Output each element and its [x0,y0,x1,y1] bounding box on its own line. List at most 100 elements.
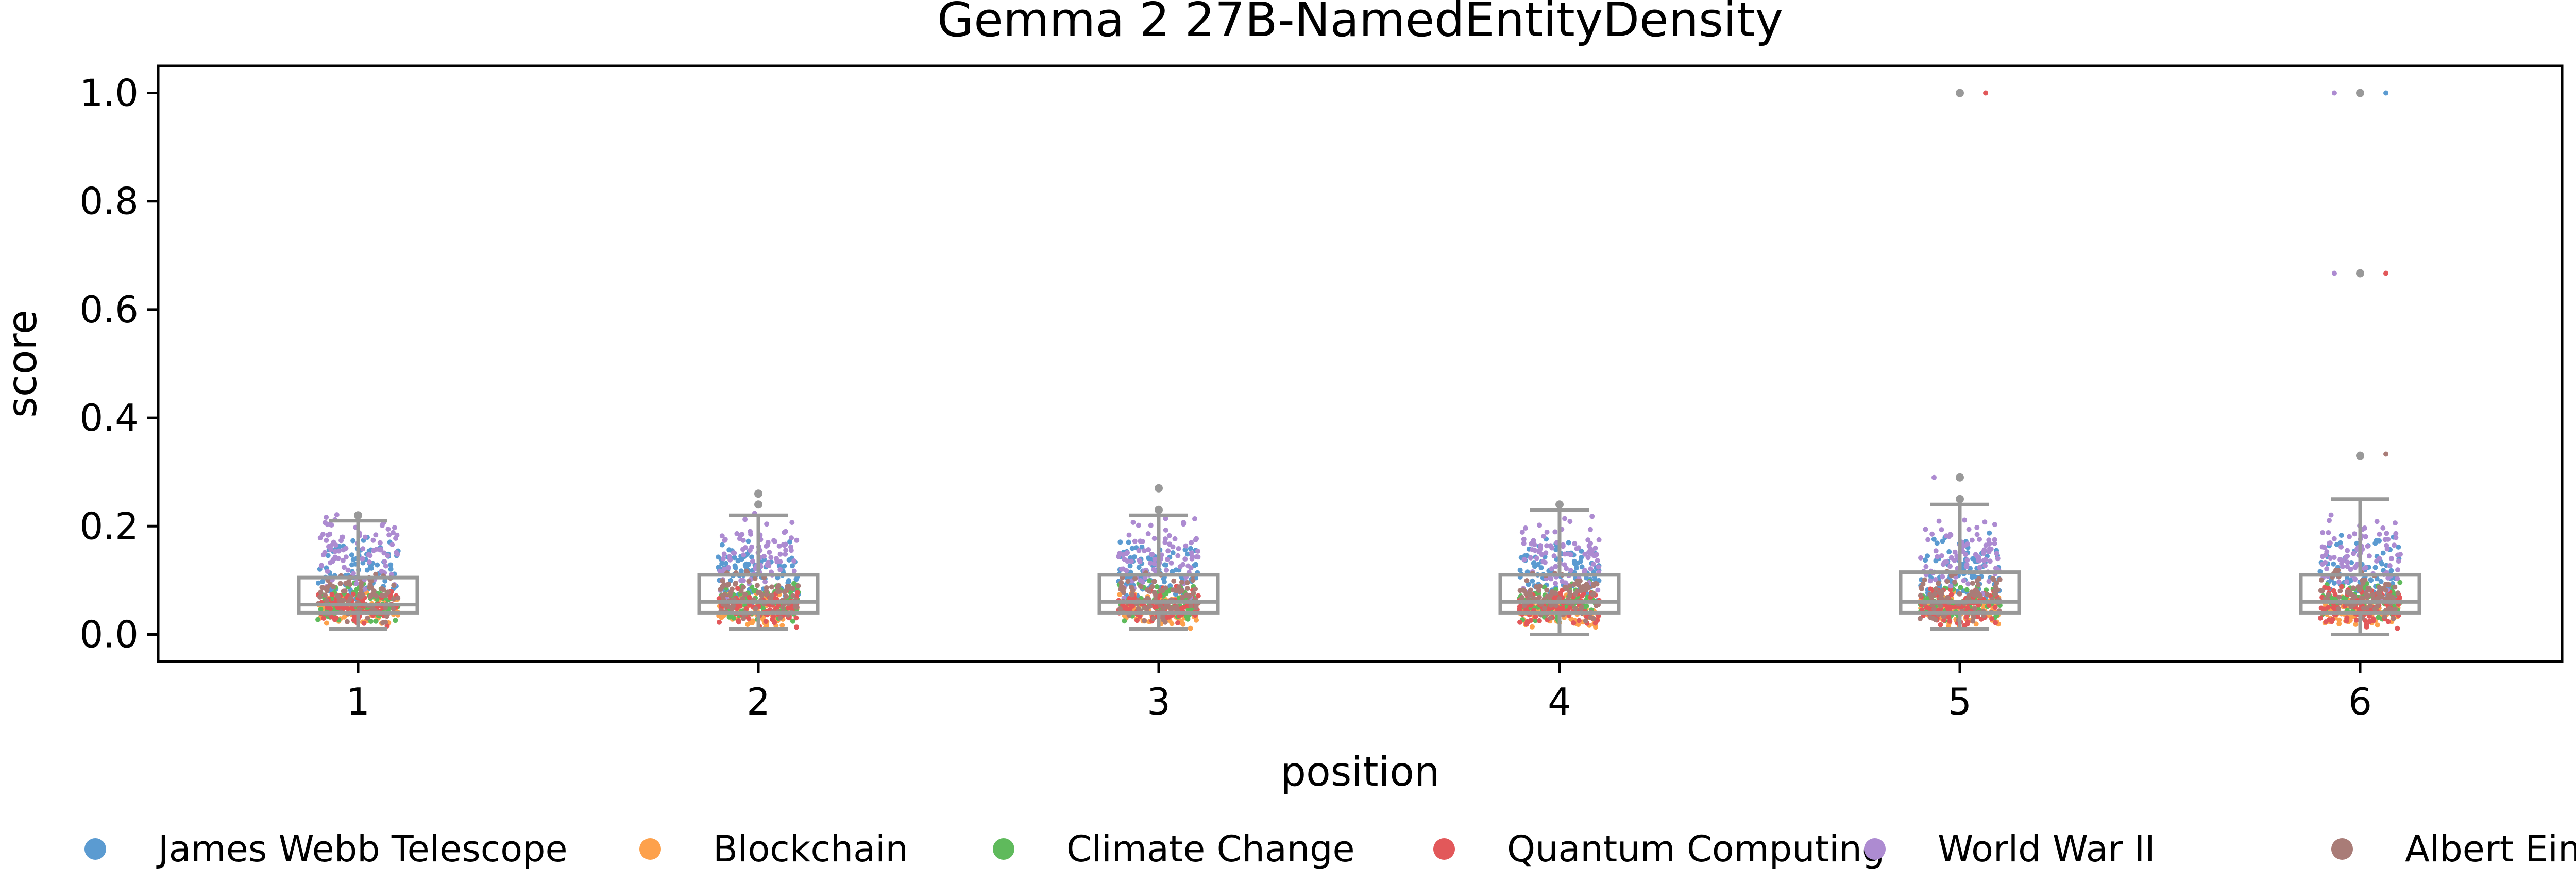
data-point [764,562,770,568]
data-point [1193,586,1198,592]
box [697,573,820,615]
data-point [2370,618,2376,623]
data-point [2331,588,2336,593]
data-point [1126,539,1131,545]
data-point [1583,618,1588,624]
data-point [1938,596,1943,601]
data-point [1590,561,1596,567]
data-point [345,567,351,573]
data-point [331,539,336,545]
data-point [1993,591,1998,597]
data-point [1160,617,1166,622]
data-point [1536,595,1542,600]
data-point [2337,557,2343,563]
data-point [1595,558,1600,564]
data-point [386,532,392,538]
data-point [720,584,725,589]
data-point [1992,604,1998,610]
data-point [747,595,752,600]
data-point [1533,614,1538,620]
data-point [316,580,321,586]
data-point [1553,564,1558,569]
data-point [2333,568,2338,573]
data-point [395,595,401,601]
legend-item-5: Albert Einstein [2331,828,2576,870]
data-point [767,550,772,555]
data-point [1564,566,1569,571]
data-point [720,578,725,584]
data-point [1188,603,1194,608]
data-point [1973,587,1979,593]
data-point [1572,561,1578,567]
box-plot-5 [1899,502,2021,631]
legend-item-0: James Webb Telescope [84,828,568,870]
extreme-point [1983,90,1988,96]
data-point [1166,533,1172,538]
data-point [1138,538,1143,544]
data-point [1986,603,1992,608]
extreme-point [2383,270,2388,276]
data-point [1136,522,1141,528]
data-point [733,580,739,586]
data-point [2352,594,2358,599]
legend-marker [84,838,106,860]
legend-item-4: World War II [1864,828,2156,870]
data-point [1947,618,1953,624]
data-point [2365,585,2371,591]
data-point [789,535,794,541]
data-point [2320,530,2326,535]
data-point [1175,553,1181,558]
data-point [324,598,330,604]
data-point [1125,558,1130,564]
y-tick-label: 0.6 [79,288,139,331]
data-point [1538,545,1544,551]
data-point [1151,579,1157,584]
data-point [1940,574,1945,580]
data-point [1538,565,1544,570]
data-point [1941,617,1947,623]
data-point [341,565,347,570]
y-tick-label: 0.0 [79,613,139,656]
data-point [1147,561,1153,566]
data-point [2318,588,2324,593]
data-point [779,622,785,628]
outlier-point [1555,500,1564,509]
data-point [738,568,744,574]
data-point [1582,568,1588,573]
data-point [350,538,356,544]
data-point [1190,578,1196,583]
data-point [328,560,333,566]
data-point [2368,578,2374,583]
data-point [741,584,746,590]
data-point [1560,544,1566,549]
data-point [1940,538,1945,544]
data-point [2398,552,2403,557]
data-point [1564,586,1569,591]
data-point [2347,534,2352,539]
data-point [1590,591,1596,597]
data-point [1586,550,1591,555]
data-point [1592,545,1598,551]
data-point [360,546,366,552]
y-axis-label: score [0,310,46,418]
data-point [1559,579,1565,584]
data-point [1530,624,1535,630]
data-point [1948,583,1954,589]
data-point [1991,576,1996,582]
chart-title: Gemma 2 27B-NamedEntityDensity [937,0,1783,47]
data-point [1567,519,1573,524]
data-point [1986,579,1992,584]
data-point [749,620,755,625]
data-point [333,615,339,621]
data-point [393,536,398,541]
data-point [2336,606,2342,612]
y-tick-label: 0.8 [79,180,139,223]
data-point [350,571,356,576]
data-point [764,623,769,629]
data-point [2348,567,2353,572]
data-point [2363,534,2368,539]
data-point [389,542,395,547]
data-point [751,588,757,593]
data-point [727,557,733,563]
data-point [1952,557,1957,563]
